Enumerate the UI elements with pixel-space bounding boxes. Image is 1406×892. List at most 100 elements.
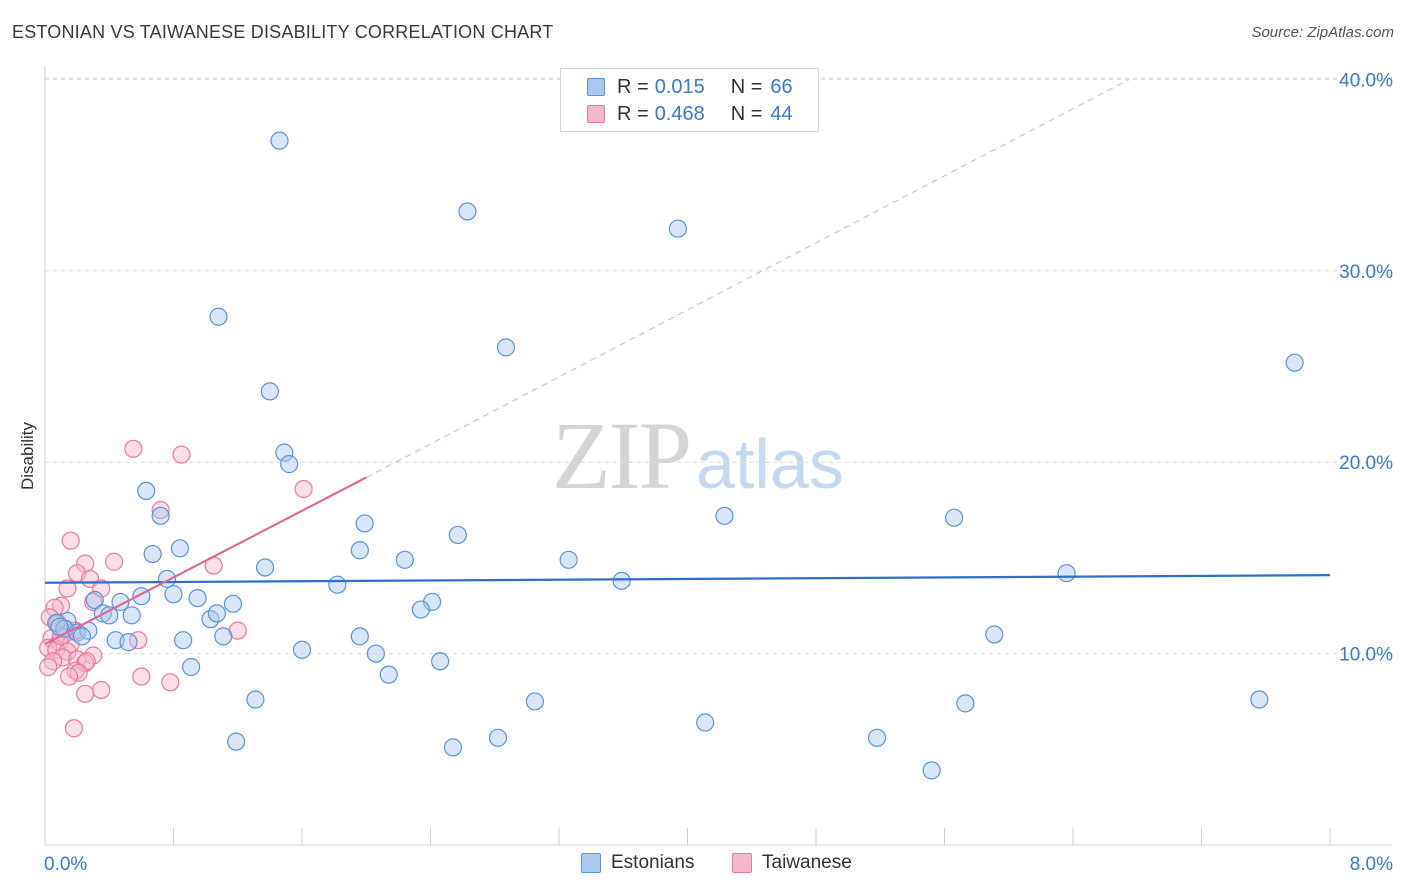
taiwanese-point [161, 673, 180, 692]
estonian-point [496, 338, 516, 357]
taiwanese-swatch [732, 853, 752, 873]
estonian-point [411, 600, 430, 619]
estonian-point [488, 728, 508, 747]
taiwanese-point [39, 657, 58, 677]
legend-n-label: N = [730, 102, 763, 125]
estonian-point [280, 455, 299, 474]
estonian-point [170, 539, 190, 558]
taiwanese-point [92, 680, 111, 700]
legend-n-value: 66 [770, 75, 793, 98]
estonian-point [395, 550, 414, 569]
chart-title: ESTONIAN VS TAIWANESE DISABILITY CORRELA… [12, 22, 554, 42]
estonian-point [174, 631, 193, 650]
taiwanese-point [124, 439, 143, 458]
estonian-point [985, 625, 1004, 644]
legend-label-taiwanese: Taiwanese [762, 852, 852, 873]
estonian-point [292, 640, 312, 659]
taiwanese-point [59, 667, 79, 686]
estonian-point [922, 761, 941, 780]
estonian-point [1057, 564, 1076, 583]
estonian-point [182, 657, 201, 677]
source-credit: Source: ZipAtlas.com [1251, 24, 1394, 41]
estonian-point [223, 594, 243, 613]
y-tick-label: 30.0% [1339, 262, 1393, 283]
estonian-point [559, 550, 578, 569]
estonian-point [209, 307, 228, 326]
estonian-point [350, 541, 369, 560]
estonian-point [270, 131, 289, 150]
estonian-point [945, 508, 964, 527]
estonian-point [458, 202, 477, 221]
estonian-point [260, 382, 279, 401]
estonian-point [164, 585, 183, 604]
y-tick-label: 20.0% [1339, 453, 1393, 474]
estonian-point [867, 728, 887, 747]
estonian-point [612, 571, 631, 590]
taiwanese-point [51, 596, 71, 615]
estonian-trend-line [44, 574, 1331, 584]
legend-item-taiwanese[interactable]: Taiwanese [732, 852, 852, 874]
estonian-point [246, 690, 265, 709]
estonian-point [525, 692, 545, 711]
taiwanese-point [132, 667, 151, 686]
taiwanese-point [64, 719, 84, 738]
estonian-point [188, 588, 207, 608]
legend-r-label: R = [617, 102, 649, 125]
taiwanese-point [76, 684, 95, 703]
estonian-point [696, 713, 715, 732]
y-tick-label: 40.0% [1339, 70, 1393, 91]
estonian-point [207, 604, 226, 623]
taiwanese-point [151, 500, 170, 520]
legend-r-value: 0.468 [654, 102, 705, 125]
estonian-point [255, 558, 275, 577]
taiwanese-point [45, 598, 64, 617]
legend-r-label: R = [617, 75, 649, 98]
estonian-point [956, 694, 975, 713]
estonian-point [137, 481, 156, 501]
watermark-atlas: atlas [696, 425, 844, 503]
estonian-point [379, 665, 398, 684]
y-axis-label: Disability [18, 421, 37, 490]
estonian-point [122, 606, 141, 625]
taiwanese-point [43, 652, 63, 671]
taiwanese-point [172, 445, 191, 464]
estonians-swatch [581, 853, 601, 873]
estonian-point [85, 590, 104, 610]
estonian-point [151, 506, 170, 525]
estonian-point [443, 738, 463, 757]
estonian-point [350, 627, 369, 646]
estonian-point [1285, 353, 1304, 372]
taiwanese-point [69, 663, 88, 682]
legend-row-estonians: R = 0.015 N = 66 [587, 75, 793, 99]
estonian-point [431, 652, 450, 671]
estonian-point [214, 627, 233, 646]
taiwanese-trend-line [44, 476, 367, 646]
taiwanese-point [61, 531, 80, 550]
taiwanese-point [58, 642, 77, 661]
estonian-point [366, 644, 385, 663]
taiwanese-point [92, 579, 111, 598]
taiwanese-swatch [587, 105, 605, 123]
estonian-point [72, 627, 92, 646]
correlation-legend: R = 0.015 N = 66 R = 0.468 N = 44 [560, 68, 819, 132]
estonians-swatch [587, 78, 605, 96]
legend-n-value: 44 [770, 102, 793, 125]
legend-row-taiwanese: R = 0.468 N = 44 [587, 102, 793, 126]
watermark: ZIPatlas [552, 400, 844, 511]
x-tick-label: 0.0% [44, 854, 87, 875]
legend-item-estonians[interactable]: Estonians [581, 852, 694, 874]
estonian-point [355, 514, 374, 533]
estonian-point [227, 732, 246, 751]
estonian-point [275, 443, 294, 462]
estonian-point [100, 606, 119, 625]
estonian-point [328, 575, 347, 594]
legend-n-label: N = [730, 75, 763, 98]
taiwanese-point [53, 648, 72, 667]
estonian-point [119, 633, 138, 652]
series-legend: Estonians Taiwanese [0, 852, 1406, 876]
estonian-point [143, 544, 162, 564]
legend-label-estonians: Estonians [611, 852, 695, 873]
estonian-point [715, 506, 734, 525]
legend-r-value: 0.015 [654, 75, 705, 98]
